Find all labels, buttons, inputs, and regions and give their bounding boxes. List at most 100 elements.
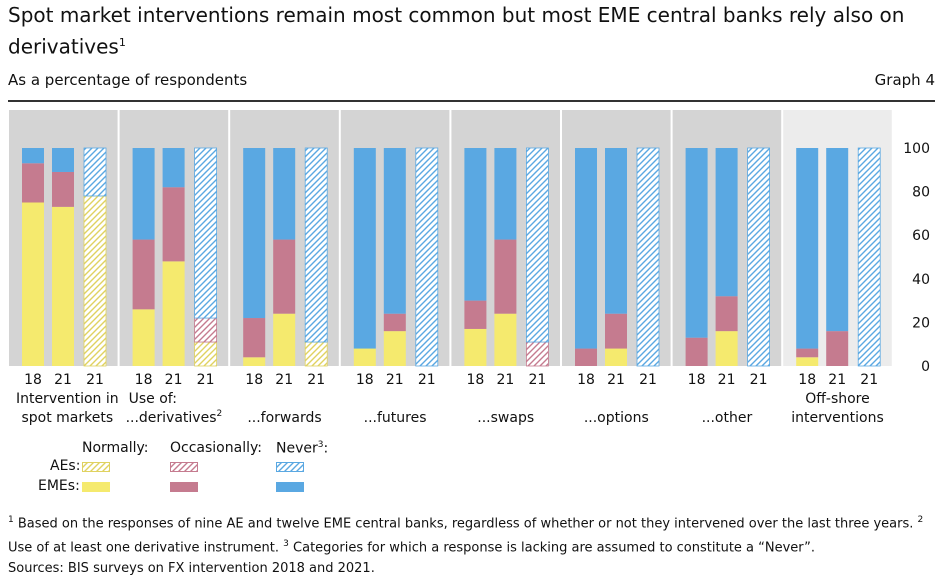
bar-2-2-normally — [304, 341, 328, 367]
bar-3-1-never — [383, 148, 406, 314]
bar-year-label: 18 — [245, 372, 263, 388]
legend-swatch-aes-never — [276, 462, 304, 472]
bar-1-1-never — [162, 148, 185, 188]
y-tick-label: 0 — [921, 359, 930, 375]
bar-1-2-normally — [194, 341, 218, 367]
bar-0-2-never — [83, 147, 107, 197]
bar-year-label: 18 — [135, 372, 153, 388]
bar-7-0-occasionally — [796, 348, 819, 358]
bar-5-0-occasionally — [575, 348, 597, 366]
group-label: ...forwards — [247, 410, 321, 426]
group-label: spot markets — [21, 410, 113, 426]
bar-1-1-occasionally — [162, 187, 185, 262]
bar-year-label: 18 — [688, 372, 706, 388]
bar-year-label: 18 — [466, 372, 484, 388]
y-tick-label: 80 — [912, 185, 930, 201]
bar-year-label: 21 — [165, 372, 183, 388]
group-label: ...swaps — [477, 410, 534, 426]
group-label: interventions — [791, 410, 884, 426]
group-label-footnote-marker: 2 — [217, 409, 223, 419]
legend: Normally: Occasionally: Never3: AEs: EME… — [0, 438, 400, 498]
y-tick-label: 40 — [912, 272, 930, 288]
bar-4-0-occasionally — [464, 300, 487, 329]
bar-4-1-normally — [494, 313, 517, 366]
bar-4-0-normally — [464, 328, 487, 366]
group-label: ...other — [702, 410, 753, 426]
bar-marks — [22, 147, 881, 367]
bar-year-label: 18 — [24, 372, 42, 388]
bar-6-0-never — [685, 148, 708, 338]
legend-never-footnote-marker: 3 — [317, 440, 324, 450]
footnotes: 1 Based on the responses of nine AE and … — [8, 510, 934, 559]
bar-2-2-never — [304, 147, 328, 343]
bar-year-label: 21 — [418, 372, 436, 388]
bar-5-0-never — [575, 148, 597, 349]
group-label-top: Use of: — [129, 391, 177, 407]
bar-1-0-never — [132, 148, 155, 240]
bar-year-label: 18 — [798, 372, 816, 388]
stacked-bar-chart: 100 80 60 40 20 0 18 21 21 Intervention in spot m… — [9, 110, 930, 426]
legend-swatch-aes-normally — [82, 462, 110, 472]
bar-5-1-normally — [605, 348, 627, 366]
bar-5-2-never — [636, 147, 660, 367]
bar-1-1-normally — [162, 261, 185, 366]
bar-year-label: 21 — [496, 372, 514, 388]
bar-0-2-normally — [83, 195, 107, 367]
bar-6-2-never — [747, 147, 770, 367]
bar-1-0-normally — [132, 309, 155, 366]
y-axis: 100 80 60 40 20 0 — [903, 141, 930, 375]
bar-year-label: 21 — [828, 372, 846, 388]
bar-year-label: 21 — [639, 372, 657, 388]
bar-0-0-occasionally — [22, 163, 44, 203]
bar-3-2-never — [415, 147, 439, 367]
group-label: ...futures — [364, 410, 427, 426]
bar-2-0-normally — [243, 357, 266, 366]
footnote-1-marker: 1 — [8, 515, 14, 525]
bar-7-1-never — [826, 148, 849, 332]
bar-0-1-never — [52, 148, 74, 172]
bar-year-label: 18 — [356, 372, 374, 388]
bar-4-1-never — [494, 148, 517, 240]
group-label-top: Off-shore — [805, 391, 870, 407]
bar-3-0-normally — [353, 348, 376, 366]
bar-3-1-normally — [383, 331, 406, 366]
footnote-2: Use of at least one derivative instrumen… — [8, 540, 284, 556]
bar-4-2-never — [526, 147, 549, 343]
bar-year-label: 21 — [386, 372, 404, 388]
bar-3-0-never — [353, 148, 376, 349]
bar-1-2-occasionally — [194, 317, 218, 343]
bar-year-label: 18 — [577, 372, 595, 388]
bar-year-label: 21 — [307, 372, 325, 388]
bar-6-0-occasionally — [685, 337, 708, 366]
y-tick-label: 60 — [912, 228, 930, 244]
bar-year-label: 21 — [54, 372, 72, 388]
chart-title: Spot market interventions remain most co… — [8, 3, 905, 59]
bar-year-label: 21 — [750, 372, 768, 388]
footnote-2-marker: 2 — [917, 515, 924, 525]
legend-swatch-emes-occasionally — [170, 482, 198, 492]
bar-0-0-never — [22, 148, 44, 164]
bar-6-1-never — [715, 148, 738, 297]
graph-number: Graph 4 — [874, 71, 935, 89]
bar-1-2-never — [194, 147, 218, 319]
legend-swatch-emes-normally — [82, 482, 110, 492]
bar-1-0-occasionally — [132, 239, 155, 310]
legend-header-never: Never3: — [276, 440, 329, 457]
legend-swatch-aes-occasionally — [170, 462, 198, 472]
legend-row-emes: EMEs: — [38, 478, 80, 494]
y-tick-label: 100 — [903, 141, 930, 157]
bar-7-2-never — [857, 147, 881, 367]
bar-year-label: 21 — [197, 372, 215, 388]
legend-swatch-emes-never — [276, 482, 304, 492]
bar-7-0-never — [796, 148, 819, 349]
bar-7-0-normally — [796, 357, 819, 366]
bar-year-label: 21 — [275, 372, 293, 388]
bar-4-1-occasionally — [494, 239, 517, 314]
bar-2-1-occasionally — [273, 239, 296, 314]
bar-year-label: 21 — [528, 372, 546, 388]
y-tick-label: 20 — [912, 315, 930, 331]
footnote-3-marker: 3 — [283, 539, 289, 550]
footnote-3: Categories for which a response is lacki… — [288, 540, 816, 556]
sources: Sources: BIS surveys on FX intervention … — [8, 561, 375, 576]
bar-2-0-occasionally — [243, 318, 266, 358]
